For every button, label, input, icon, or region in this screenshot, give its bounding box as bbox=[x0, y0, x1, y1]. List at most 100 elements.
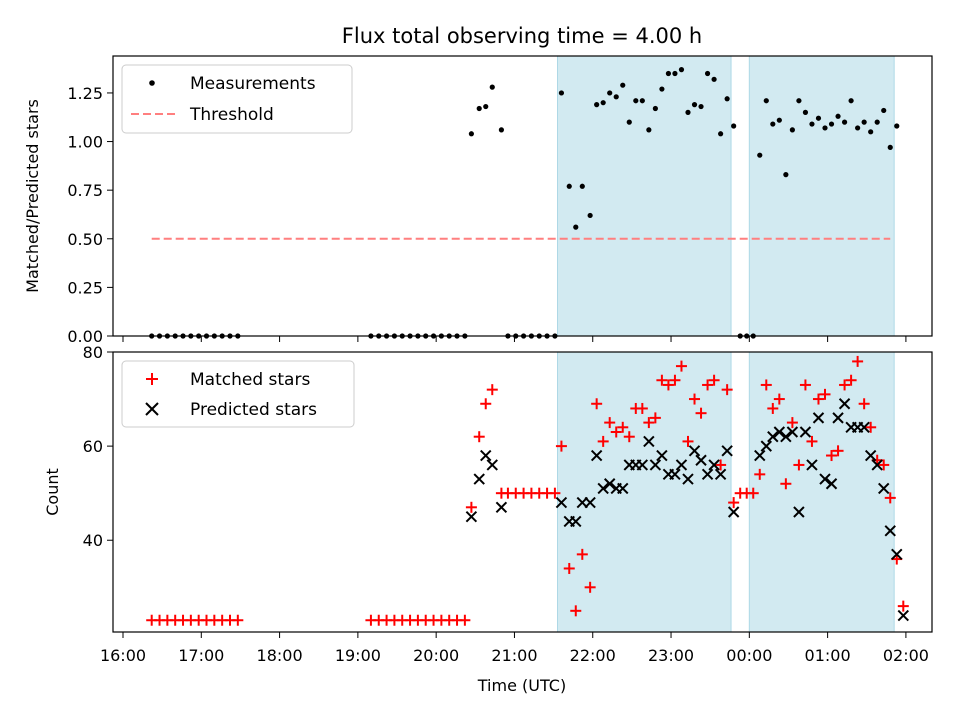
matched-stars-point bbox=[636, 402, 648, 414]
measurements-point bbox=[652, 105, 658, 112]
predicted-stars-point bbox=[486, 459, 498, 471]
predicted-stars-point bbox=[891, 548, 903, 561]
y-tick-label: 0.75 bbox=[67, 181, 103, 200]
predicted-stars-point bbox=[643, 435, 655, 448]
measurements-point bbox=[483, 103, 489, 110]
matched-stars-point bbox=[826, 450, 838, 462]
x-tick-label: 22:00 bbox=[570, 646, 616, 665]
legend-threshold-label: Threshold bbox=[189, 105, 274, 125]
top-legend-box bbox=[121, 64, 353, 134]
measurements-point bbox=[613, 94, 619, 100]
predicted-stars-point bbox=[858, 421, 870, 434]
matched-stars-point bbox=[708, 374, 720, 386]
matched-stars-point bbox=[819, 388, 831, 400]
predicted-stars-point bbox=[688, 445, 701, 457]
matched-stars-point bbox=[675, 360, 687, 372]
measurements-point bbox=[685, 109, 691, 115]
predicted-stars-point bbox=[767, 430, 779, 443]
predicted-stars-point bbox=[812, 412, 825, 424]
measurements-point bbox=[665, 70, 672, 77]
predicted-stars-point bbox=[701, 468, 714, 481]
matched-stars-point bbox=[839, 379, 851, 391]
measurements-point bbox=[594, 102, 600, 108]
predicted-stars-point bbox=[555, 496, 568, 509]
measurements-point bbox=[861, 119, 867, 125]
matched-stars-point bbox=[773, 393, 785, 405]
measurements-point bbox=[633, 98, 639, 104]
bottom-x-ticks: 16:00 17:00 18:00 19:00 20:00 21:00 22:00 23:00… bbox=[100, 632, 929, 665]
y-tick-label: 40 bbox=[83, 531, 103, 550]
measurements-point bbox=[855, 125, 861, 131]
top-axes-frame bbox=[112, 55, 933, 337]
measurements-point bbox=[731, 123, 737, 129]
legend-matched-label: Matched stars bbox=[190, 370, 310, 390]
matched-stars-point bbox=[610, 426, 622, 438]
y-tick-label: 60 bbox=[83, 437, 103, 456]
measurements-point bbox=[783, 172, 789, 178]
y-tick-label: 80 bbox=[83, 343, 103, 362]
measurements-point bbox=[789, 127, 795, 133]
predicted-stars-point bbox=[495, 501, 508, 514]
measurements-point bbox=[672, 70, 678, 77]
measurements-point bbox=[887, 144, 893, 150]
x-tick-label: 02:00 bbox=[883, 646, 929, 665]
measurements-point bbox=[579, 183, 585, 189]
measurements-point bbox=[600, 100, 606, 106]
predicted-stars-point bbox=[714, 468, 727, 481]
measurements-point bbox=[573, 224, 579, 230]
measurements-point bbox=[704, 70, 711, 77]
shaded-interval-1 bbox=[748, 55, 895, 337]
matched-stars-point bbox=[812, 393, 824, 405]
measurements-point bbox=[489, 84, 495, 90]
predicted-stars-point bbox=[473, 473, 485, 485]
predicted-stars-point bbox=[884, 525, 896, 537]
matched-stars-point bbox=[662, 379, 674, 391]
predicted-stars-point bbox=[590, 449, 603, 462]
predicted-stars-point bbox=[832, 412, 844, 424]
matched-stars-point bbox=[549, 487, 561, 499]
matched-stars-point bbox=[649, 412, 661, 424]
matched-stars-point bbox=[767, 402, 779, 414]
top-y-axis-label: Matched/Predicted stars bbox=[23, 99, 42, 293]
bottom-shaded-intervals bbox=[557, 351, 895, 633]
measurements-point bbox=[698, 103, 704, 110]
matched-stars-point bbox=[728, 497, 740, 509]
predicted-stars-point bbox=[799, 426, 812, 438]
y-tick-label: 1.25 bbox=[67, 84, 103, 103]
bottom-data-marks bbox=[146, 355, 910, 626]
predicted-stars-point bbox=[675, 459, 688, 471]
measurements-point bbox=[796, 98, 802, 104]
bottom-y-axis-label: Count bbox=[43, 468, 62, 516]
predicted-stars-point bbox=[760, 440, 772, 452]
predicted-stars-point bbox=[878, 482, 890, 495]
predicted-stars-point bbox=[786, 426, 799, 438]
predicted-stars-point bbox=[871, 459, 883, 471]
matched-stars-point bbox=[865, 421, 877, 433]
matched-stars-point bbox=[806, 435, 818, 447]
measurements-point bbox=[691, 102, 698, 108]
measurements-point bbox=[841, 119, 848, 125]
matched-stars-point bbox=[576, 548, 588, 560]
shaded-interval-0 bbox=[557, 55, 732, 337]
bottom-legend: Matched stars Predicted stars bbox=[121, 360, 355, 428]
y-tick-label: 0.00 bbox=[67, 327, 103, 346]
matched-stars-point bbox=[832, 445, 844, 457]
x-tick-label: 18:00 bbox=[257, 646, 303, 665]
chart-title: Flux total observing time = 4.00 h bbox=[342, 24, 702, 48]
measurements-point bbox=[620, 82, 626, 88]
measurements-point bbox=[770, 121, 776, 127]
matched-stars-point bbox=[232, 614, 244, 626]
measurements-point bbox=[724, 96, 730, 102]
matched-stars-point bbox=[858, 398, 870, 410]
measurements-point bbox=[894, 123, 900, 129]
measurements-point bbox=[558, 90, 565, 96]
matched-stars-point bbox=[459, 614, 471, 626]
measurements-point bbox=[678, 67, 685, 73]
matched-stars-point bbox=[884, 492, 896, 504]
matched-stars-point bbox=[623, 431, 635, 443]
predicted-stars-point bbox=[864, 449, 877, 462]
x-tick-label: 16:00 bbox=[100, 646, 146, 665]
legend-predicted-label: Predicted stars bbox=[190, 400, 317, 420]
matched-stars-point bbox=[747, 487, 759, 499]
